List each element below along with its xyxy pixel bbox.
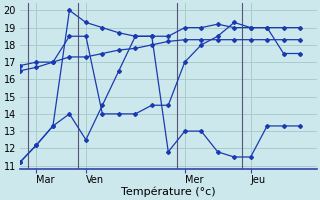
X-axis label: Température (°c): Température (°c) — [121, 186, 216, 197]
